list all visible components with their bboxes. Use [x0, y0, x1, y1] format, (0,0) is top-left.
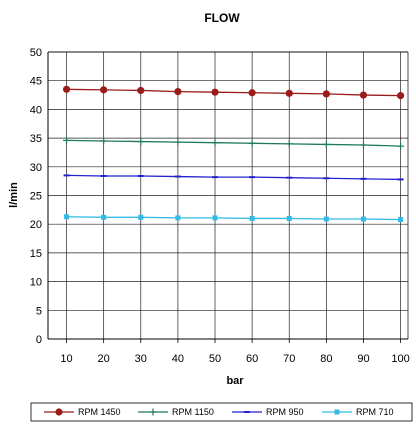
- data-point-rpm-1450: [359, 91, 368, 99]
- data-point-rpm-1150: [211, 139, 219, 147]
- data-point-rpm-1450: [137, 86, 145, 95]
- series-rpm-950: [63, 174, 404, 181]
- chart-title: FLOW: [204, 11, 240, 25]
- y-tick-label: 35: [30, 133, 42, 145]
- series-line-rpm-950: [66, 174, 401, 181]
- data-point-rpm-1450: [174, 88, 182, 96]
- series-line-rpm-1450: [66, 88, 401, 97]
- legend-item-rpm-1450: RPM 1450: [44, 407, 121, 417]
- legend-label: RPM 1450: [78, 407, 121, 417]
- legend-label: RPM 950: [266, 407, 304, 417]
- x-tick-label: 10: [60, 353, 72, 365]
- legend: RPM 1450 RPM 1150 RPM 950 RPM 710: [44, 407, 394, 417]
- data-point-rpm-710: [398, 217, 404, 223]
- data-point-rpm-1150: [174, 138, 182, 146]
- y-tick-label: 25: [30, 191, 42, 203]
- x-tick-label: 90: [357, 353, 369, 365]
- axes: [47, 51, 409, 343]
- series-line-rpm-1150: [66, 139, 401, 147]
- data-point-rpm-710: [249, 215, 255, 221]
- data-point-rpm-1450: [248, 89, 256, 97]
- x-tick-label: 100: [391, 353, 409, 365]
- legend-label: RPM 1150: [172, 407, 214, 417]
- data-point-rpm-1450: [396, 92, 405, 100]
- x-tick-label: 50: [209, 353, 221, 365]
- data-point-rpm-1150: [137, 138, 145, 146]
- data-point-rpm-1150: [248, 139, 256, 147]
- y-tick-label: 0: [36, 334, 42, 346]
- data-point-rpm-710: [323, 216, 329, 222]
- data-point-rpm-1150: [322, 140, 330, 148]
- legend-swatch-marker: [55, 408, 63, 416]
- data-point-rpm-710: [286, 215, 292, 221]
- data-point-rpm-710: [175, 215, 181, 221]
- data-point-rpm-1450: [322, 90, 330, 98]
- data-point-rpm-1150: [359, 141, 367, 149]
- x-tick-label: 80: [320, 353, 332, 365]
- y-tick-label: 15: [30, 248, 42, 260]
- legend-item-rpm-950: RPM 950: [232, 407, 304, 417]
- data-point-rpm-1150: [100, 137, 108, 145]
- y-tick-label: 20: [30, 219, 42, 231]
- data-point-rpm-1450: [285, 89, 293, 97]
- x-tick-label: 30: [135, 353, 147, 365]
- y-tick-label: 45: [30, 76, 42, 88]
- series-rpm-1150: [63, 136, 405, 150]
- data-point-rpm-710: [360, 216, 366, 222]
- data-point-rpm-710: [138, 214, 144, 220]
- legend-swatch-marker: [334, 409, 340, 415]
- x-axis-title: bar: [226, 375, 244, 387]
- data-point-rpm-710: [212, 215, 218, 221]
- y-tick-label: 50: [30, 47, 42, 59]
- series-line-rpm-710: [66, 216, 401, 221]
- x-tick-label: 70: [283, 353, 295, 365]
- legend-swatch-marker: [149, 408, 157, 416]
- x-tick-label: 20: [98, 353, 110, 365]
- series-rpm-1450: [62, 85, 405, 100]
- series-lines: [62, 85, 405, 223]
- legend-item-rpm-1150: RPM 1150: [138, 407, 214, 417]
- data-point-rpm-1450: [62, 85, 71, 93]
- data-point-rpm-710: [101, 214, 107, 220]
- y-tick-label: 30: [30, 162, 42, 174]
- gridlines: [48, 51, 408, 340]
- y-tick-label: 10: [30, 277, 42, 289]
- data-point-rpm-1150: [397, 142, 405, 150]
- x-tick-label: 40: [172, 353, 184, 365]
- y-tick-label: 5: [36, 305, 42, 317]
- x-tick-label: 60: [246, 353, 258, 365]
- series-rpm-710: [64, 214, 404, 223]
- data-point-rpm-1450: [211, 88, 219, 96]
- data-point-rpm-710: [64, 214, 70, 220]
- data-point-rpm-1450: [100, 86, 108, 94]
- tick-labels: 0 5 10 15 20 25 30 35 40 45 50 10 20 30 40 50 60 70 80 90 10…: [30, 47, 410, 365]
- legend-box: [30, 402, 413, 422]
- data-point-rpm-1150: [63, 136, 71, 144]
- data-point-rpm-1150: [285, 140, 293, 148]
- legend-label: RPM 710: [356, 407, 394, 417]
- legend-item-rpm-710: RPM 710: [322, 407, 394, 417]
- y-axis-title: l/min: [8, 182, 20, 208]
- y-tick-label: 40: [30, 104, 42, 116]
